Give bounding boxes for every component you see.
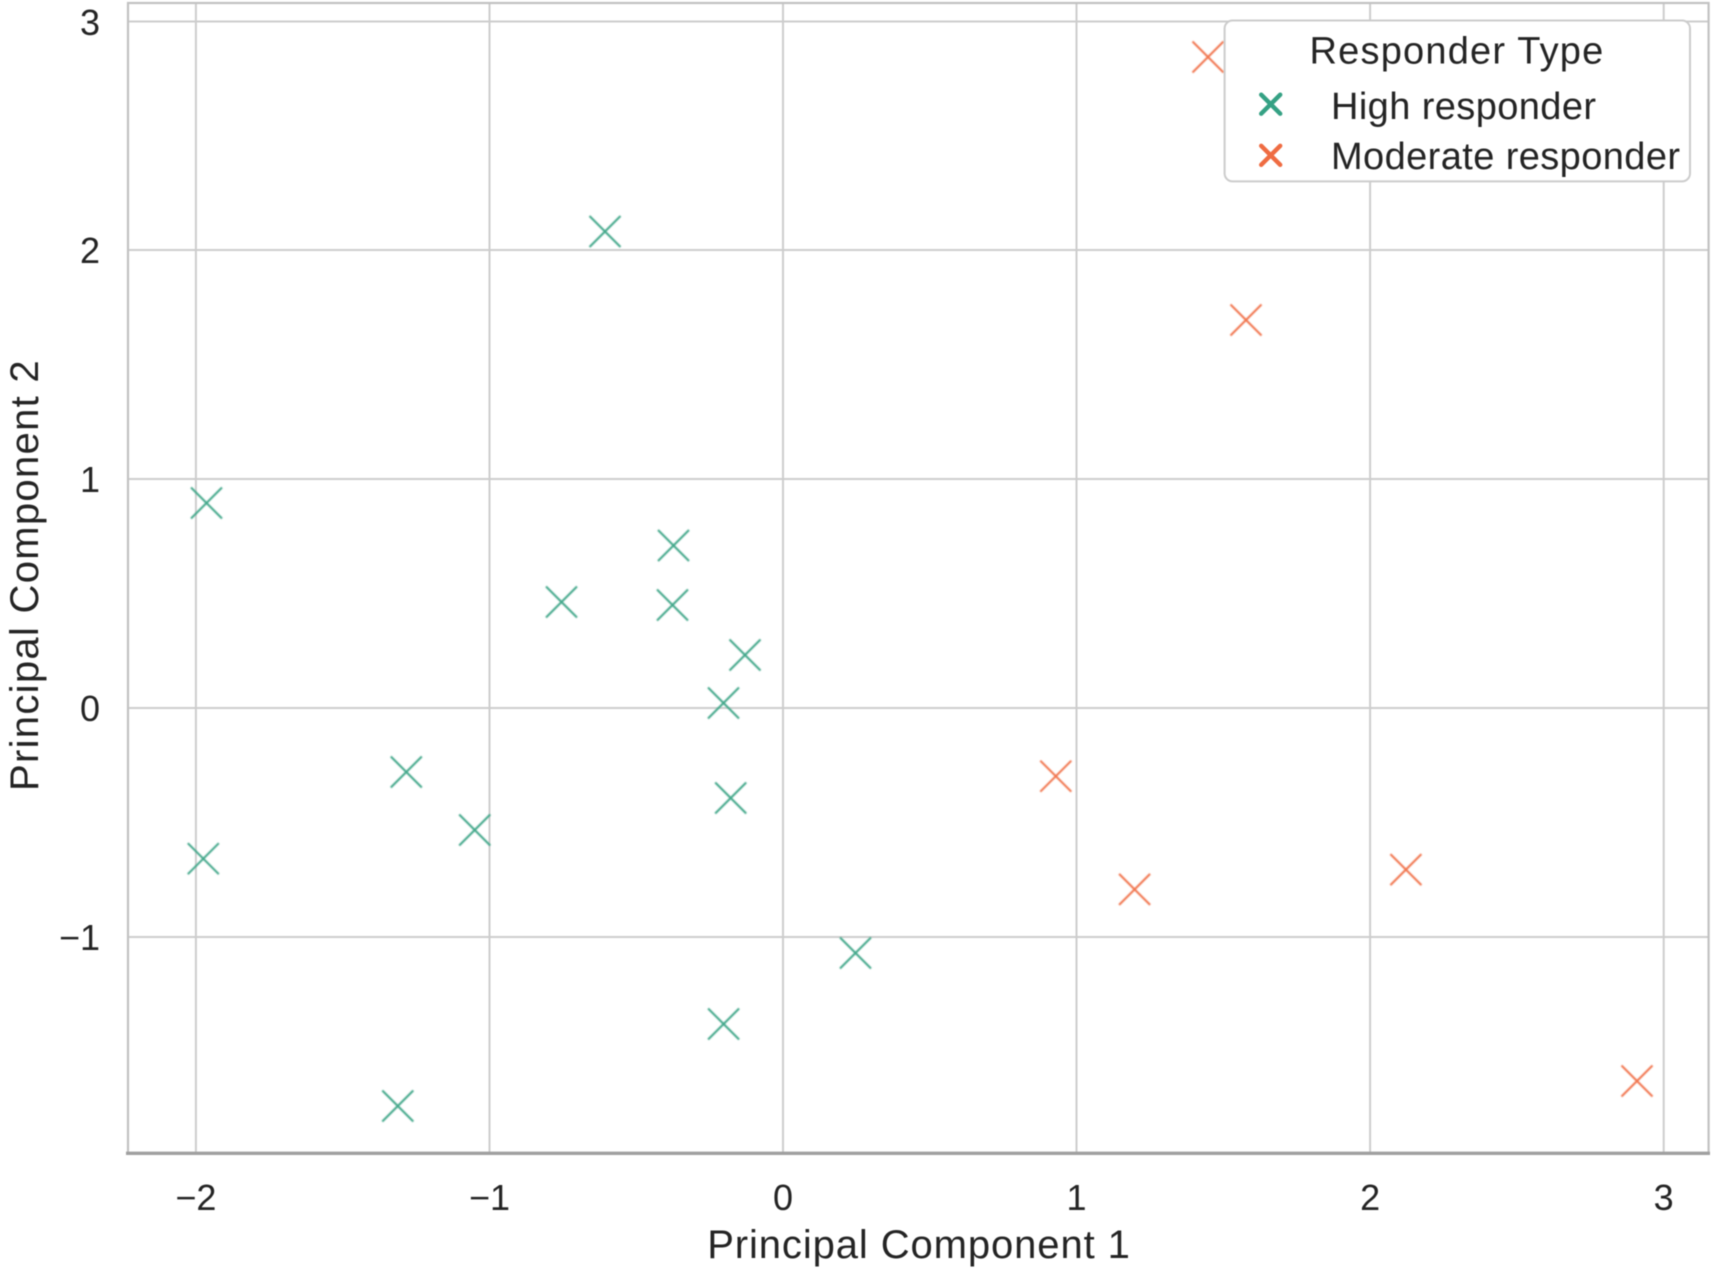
svg-text:−2: −2 <box>175 1177 216 1218</box>
svg-text:Responder Type: Responder Type <box>1310 31 1605 73</box>
svg-text:0: 0 <box>80 688 100 729</box>
svg-text:Principal Component 2: Principal Component 2 <box>3 359 47 791</box>
svg-text:0: 0 <box>773 1177 793 1218</box>
svg-text:2: 2 <box>80 230 100 271</box>
svg-text:High responder: High responder <box>1331 86 1596 128</box>
svg-text:1: 1 <box>1066 1177 1086 1218</box>
svg-text:Principal Component 1: Principal Component 1 <box>707 1223 1131 1267</box>
svg-text:−1: −1 <box>469 1177 510 1218</box>
svg-text:2: 2 <box>1360 1177 1380 1218</box>
svg-text:3: 3 <box>1654 1177 1674 1218</box>
svg-text:3: 3 <box>80 2 100 43</box>
svg-text:−1: −1 <box>59 917 100 958</box>
svg-text:1: 1 <box>80 459 100 500</box>
svg-text:Moderate responder: Moderate responder <box>1331 136 1680 178</box>
